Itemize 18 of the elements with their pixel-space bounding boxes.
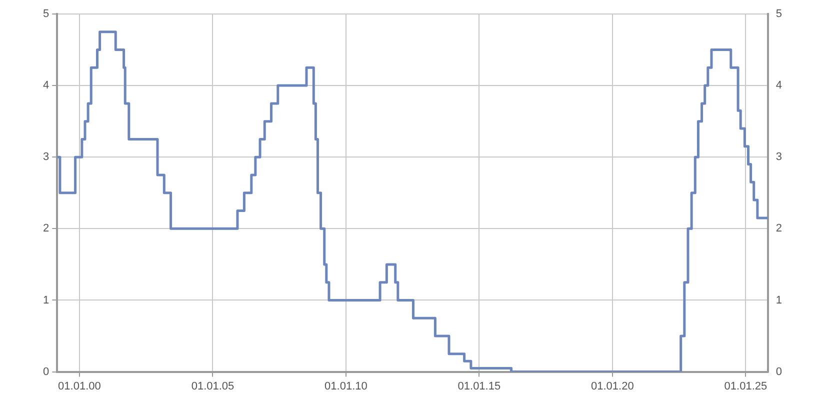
y2-tick-label: 0 (776, 366, 782, 378)
y-tick-label: 5 (42, 8, 50, 20)
y2-tick-label: 4 (776, 80, 782, 92)
x-tick-label: 01.01.25 (724, 380, 768, 392)
x-tick-label: 01.01.00 (58, 380, 101, 392)
x-tick-label: 01.01.15 (458, 380, 501, 392)
x-tick-label: 01.01.05 (191, 380, 234, 392)
y2-tick-label: 1 (776, 294, 782, 306)
y-tick-label: 2 (42, 222, 50, 235)
y-tick-label: 0 (42, 366, 50, 378)
y-tick-label: 1 (42, 294, 50, 306)
y2-tick-label: 3 (776, 151, 782, 164)
x-tick-label: 01.01.10 (324, 380, 368, 392)
y-tick-label: 3 (42, 151, 50, 164)
y-tick-label: 4 (42, 80, 50, 92)
y2-tick-label: 2 (776, 222, 782, 235)
y2-tick-label: 5 (776, 8, 782, 20)
x-tick-label: 01.01.20 (590, 380, 634, 392)
